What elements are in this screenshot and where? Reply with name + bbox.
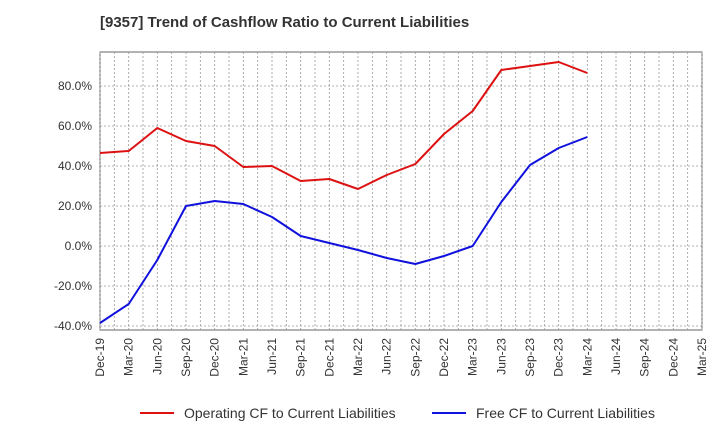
plot-area (99, 51, 703, 331)
x-tick-label: Dec-19 (93, 338, 107, 377)
x-tick-label: Jun-22 (380, 338, 394, 375)
grid (99, 51, 703, 331)
x-tick-label: Sep-24 (638, 338, 652, 377)
x-tick-label: Jun-20 (150, 338, 164, 375)
legend-swatch-operating (140, 412, 174, 414)
x-tick-label: Mar-23 (466, 338, 480, 376)
x-tick-label: Dec-21 (322, 338, 336, 377)
x-tick-label: Jun-24 (609, 338, 623, 375)
legend-item-free-cf: Free CF to Current Liabilities (432, 405, 655, 421)
y-tick-label: 60.0% (58, 119, 92, 133)
x-tick-label: Sep-23 (523, 338, 537, 377)
x-tick-label: Dec-20 (208, 338, 222, 377)
x-tick-label: Mar-24 (580, 338, 594, 376)
legend-item-operating-cf: Operating CF to Current Liabilities (140, 405, 396, 421)
x-tick-label: Jun-23 (494, 338, 508, 375)
x-tick-label: Dec-24 (666, 338, 680, 377)
series-line-operating-cf (99, 61, 588, 190)
x-tick-label: Mar-25 (695, 338, 709, 376)
y-tick-label: 40.0% (58, 159, 92, 173)
y-tick-label: 0.0% (65, 239, 93, 253)
x-tick-label: Mar-21 (236, 338, 250, 376)
x-tick-label: Mar-20 (122, 338, 136, 376)
series-lines (99, 61, 588, 324)
x-tick-label: Dec-22 (437, 338, 451, 377)
chart-title: [9357] Trend of Cashflow Ratio to Curren… (100, 14, 470, 31)
x-tick-label: Sep-21 (294, 338, 308, 377)
axes: -40.0% -20.0% 0.0% 20.0% 40.0% 60.0% 80.0% Dec-… (54, 79, 709, 377)
series-line-free-cf (99, 136, 588, 324)
y-tick-label: 20.0% (58, 199, 92, 213)
y-tick-label: -40.0% (54, 319, 92, 333)
x-tick-label: Mar-22 (351, 338, 365, 376)
y-tick-label: 80.0% (58, 79, 92, 93)
y-tick-label: -20.0% (54, 279, 92, 293)
legend-label-operating: Operating CF to Current Liabilities (184, 405, 396, 421)
x-tick-label: Sep-20 (179, 338, 193, 377)
legend-label-free: Free CF to Current Liabilities (476, 405, 655, 421)
x-tick-label: Sep-22 (408, 338, 422, 377)
legend-swatch-free (432, 412, 466, 414)
x-tick-label: Dec-23 (552, 338, 566, 377)
x-tick-label: Jun-21 (265, 338, 279, 375)
